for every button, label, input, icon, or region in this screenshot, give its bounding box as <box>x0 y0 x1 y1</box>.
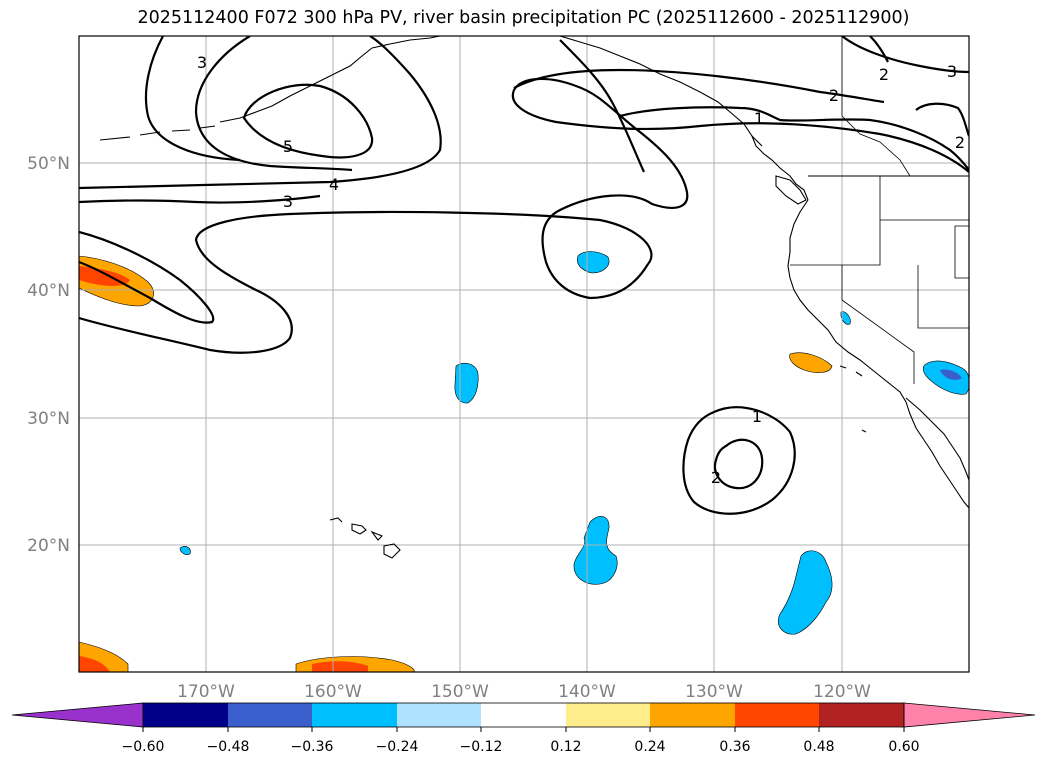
colorbar-tick-label: 0.48 <box>803 739 834 755</box>
lon-label-130w: 130°W <box>685 682 743 702</box>
alaska-interior-border <box>841 36 911 177</box>
lat-label-40n: 40°N <box>27 281 70 301</box>
vancouver-island <box>775 175 807 205</box>
latitude-labels: 50°N 40°N 30°N 20°N <box>27 154 70 556</box>
colorbar-tick-label: 0.12 <box>550 739 581 755</box>
colorbar-segment <box>143 703 228 727</box>
hawaii-islands <box>329 517 401 559</box>
colorbar: −0.60 −0.48 −0.36 −0.24 −0.12 0.12 0.24 … <box>11 702 1036 755</box>
precip-negative-f-core <box>940 369 962 380</box>
precip-negative-c <box>573 516 618 585</box>
colorbar-segment <box>481 703 566 727</box>
pv-contour-1-low <box>682 406 796 515</box>
precip-negative-g <box>179 546 191 555</box>
contour-labels: 5 4 3 3 2 2 3 2 1 1 2 <box>197 53 965 487</box>
map-title: 2025112400 F072 300 hPa PV, river basin … <box>137 8 910 28</box>
baja-california <box>905 397 969 481</box>
map-background <box>79 36 969 672</box>
channel-islands <box>839 365 867 433</box>
pv-contour-5 <box>242 83 374 159</box>
colorbar-segment <box>735 703 819 727</box>
lat-label-30n: 30°N <box>27 409 70 429</box>
pv-contour-1-north <box>619 106 969 171</box>
colorbar-segment <box>566 703 650 727</box>
colorbar-ticks <box>142 727 905 732</box>
british-columbia-coast <box>751 135 809 201</box>
colorbar-tick-label: −0.12 <box>460 739 503 755</box>
lon-label-150w: 150°W <box>431 682 489 702</box>
contour-label: 2 <box>711 468 721 487</box>
pv-contour-2-low <box>713 438 764 490</box>
pv-contours <box>79 36 969 515</box>
precip-strong-d <box>312 661 368 672</box>
contour-label: 1 <box>752 407 762 426</box>
contour-label: 1 <box>754 109 764 128</box>
colorbar-tick-label: 0.24 <box>634 739 665 755</box>
lon-label-140w: 140°W <box>558 682 616 702</box>
pv-contour-3 <box>79 36 646 204</box>
colorbar-tick-label: 0.36 <box>719 739 750 755</box>
pv-contour-big-loop <box>511 77 969 300</box>
lat-label-50n: 50°N <box>27 154 70 174</box>
colorbar-tick-label: −0.36 <box>291 739 334 755</box>
pv-contour-3-east <box>841 36 969 74</box>
contour-label: 5 <box>283 137 293 156</box>
pv-contour-4 <box>79 36 442 190</box>
west-coast-usa <box>787 199 969 509</box>
colorbar-segment <box>397 703 481 727</box>
contour-label: 3 <box>947 62 957 81</box>
precip-positive-b <box>789 352 833 373</box>
colorbar-segment <box>228 703 312 727</box>
state-borders <box>790 176 969 384</box>
precip-strong-c <box>79 656 110 672</box>
pv-contour-2-north <box>513 68 885 104</box>
lat-label-20n: 20°N <box>27 536 70 556</box>
lon-label-160w: 160°W <box>304 682 362 702</box>
colorbar-tick-label: −0.60 <box>122 739 165 755</box>
colorbar-segment <box>650 703 735 727</box>
colorbar-segment <box>312 703 397 727</box>
colorbar-extend-high <box>903 702 1036 728</box>
colorbar-segment <box>819 703 904 727</box>
pv-contour-2-east <box>869 36 969 137</box>
colorbar-extend-low <box>11 702 144 728</box>
colorbar-tick-label: 0.60 <box>888 739 919 755</box>
precip-negative-a <box>577 251 610 274</box>
lon-label-120w: 120°W <box>813 682 871 702</box>
colorbar-tick-label: −0.24 <box>376 739 419 755</box>
contour-label: 2 <box>879 65 889 84</box>
pv-contour-2-b <box>79 210 653 354</box>
contour-label: 4 <box>329 175 339 194</box>
gridlines <box>79 36 969 672</box>
pv-contour-2-a <box>79 230 215 324</box>
colorbar-outline <box>142 702 905 728</box>
aleutian-islands <box>99 47 373 141</box>
lon-label-170w: 170°W <box>177 682 235 702</box>
map-frame <box>78 35 970 673</box>
contour-label: 2 <box>829 86 839 105</box>
precip-negative-f <box>922 360 969 395</box>
colorbar-tick-label: −0.48 <box>207 739 250 755</box>
precip-negative-b <box>454 362 479 404</box>
longitude-labels: 170°W 160°W 150°W 140°W 130°W 120°W <box>177 682 871 702</box>
contour-label: 2 <box>955 133 965 152</box>
contour-label: 3 <box>283 192 293 211</box>
contour-label: 3 <box>197 53 207 72</box>
precip-negative-d <box>777 550 833 635</box>
